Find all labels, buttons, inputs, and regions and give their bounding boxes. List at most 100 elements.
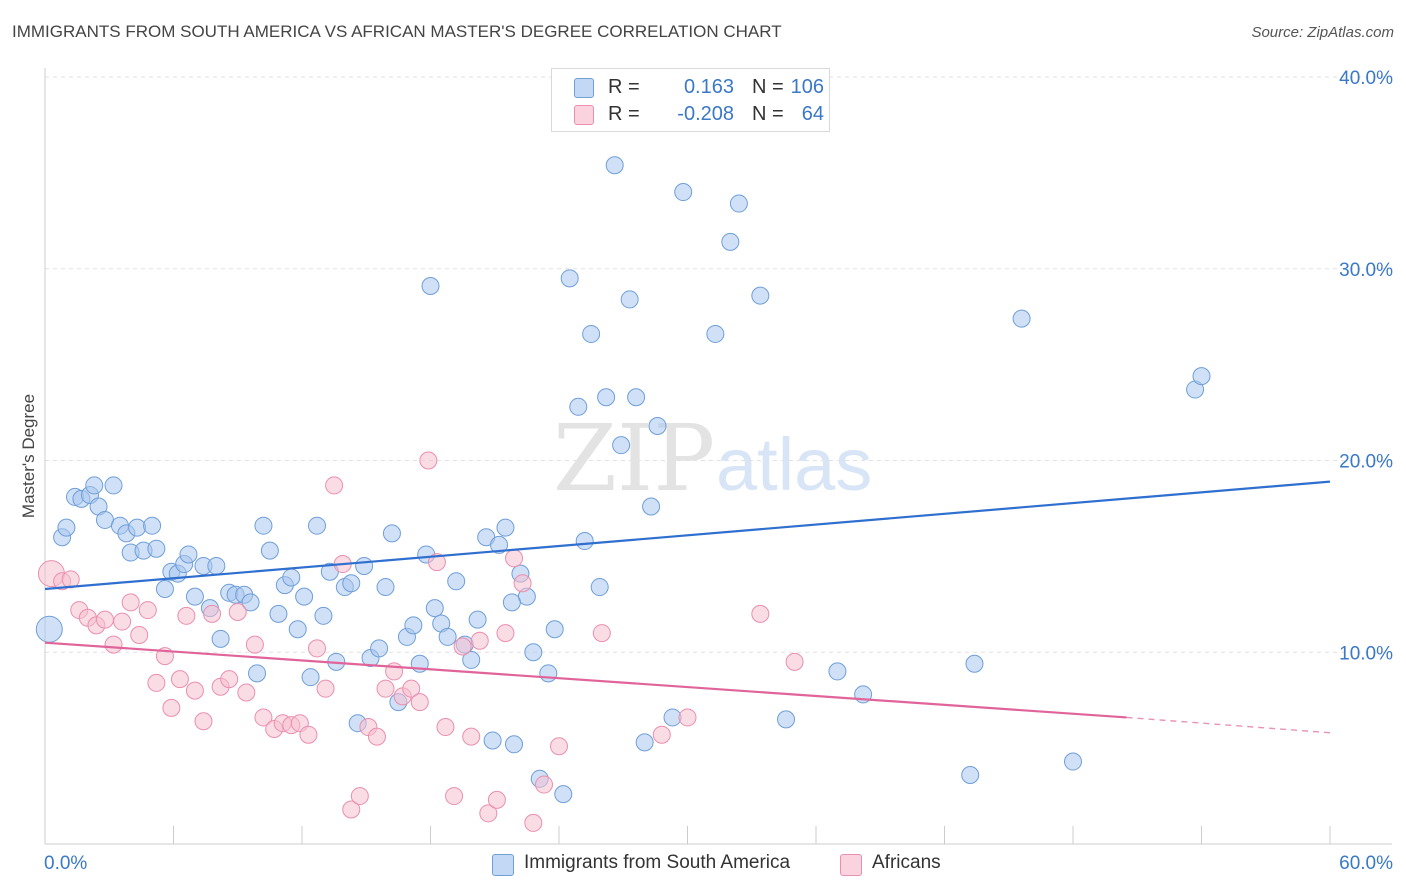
data-point [367, 727, 386, 746]
data-point [535, 775, 554, 794]
data-point [342, 800, 361, 819]
data-point [545, 620, 564, 639]
data-point [496, 624, 515, 643]
data-point [550, 737, 568, 756]
data-point [479, 804, 498, 823]
data-point [721, 232, 740, 251]
watermark-atlas: atlas [716, 423, 872, 506]
data-point [505, 735, 524, 754]
data-point [470, 631, 489, 650]
data-point [539, 664, 558, 683]
data-point [295, 587, 314, 606]
data-point [483, 731, 502, 750]
data-point [445, 787, 464, 806]
data-point [95, 510, 114, 529]
data-point [404, 616, 423, 635]
data-point [447, 572, 466, 591]
data-point [425, 599, 444, 618]
legend-swatch-blue [574, 78, 594, 98]
legend-r-value: 0.163 [683, 76, 734, 98]
data-point [524, 813, 543, 832]
data-point [35, 615, 63, 643]
bottom-legend-label: Africans [872, 852, 941, 873]
data-point [777, 710, 796, 729]
data-point [254, 708, 273, 727]
x-tick-labels: 0.0% 60.0% [44, 853, 1393, 874]
legend-n-value: 106 [790, 76, 824, 98]
data-point [1012, 309, 1031, 328]
data-point [207, 556, 226, 575]
data-point [436, 718, 455, 737]
data-point [575, 532, 594, 551]
data-point [490, 535, 509, 554]
data-point [487, 790, 506, 809]
data-point [513, 574, 532, 593]
data-point [138, 601, 157, 620]
trend-line-africans [44, 641, 1127, 719]
data-point [505, 549, 524, 568]
data-point [462, 650, 481, 669]
legend-r-label: R = [608, 76, 640, 98]
data-point [254, 516, 273, 535]
data-point [1192, 367, 1211, 386]
data-point [376, 578, 395, 597]
data-point [597, 388, 616, 407]
data-point [245, 635, 264, 654]
x-tick-label-min: 0.0% [44, 853, 87, 874]
y-tick-label: 30.0% [1339, 260, 1393, 281]
data-point [211, 629, 230, 648]
series-south-america-points [35, 156, 1211, 804]
y-tick-label: 40.0% [1339, 68, 1393, 89]
data-point [269, 604, 288, 623]
data-point [592, 624, 611, 643]
data-point [751, 604, 770, 623]
legend-swatch-pink [574, 105, 594, 125]
data-point [612, 436, 631, 455]
data-point [590, 578, 609, 597]
data-point [228, 602, 247, 621]
data-point [241, 593, 260, 612]
data-point [729, 194, 748, 213]
data-point [627, 388, 646, 407]
data-point [421, 277, 440, 296]
data-point [203, 604, 222, 623]
data-point [410, 693, 429, 712]
data-point [130, 625, 149, 644]
y-tick-label: 20.0% [1339, 452, 1393, 473]
data-point [678, 708, 697, 727]
data-point [569, 397, 588, 416]
data-point [370, 639, 389, 658]
data-point [299, 725, 318, 744]
data-point [965, 654, 984, 673]
data-point [248, 664, 267, 683]
data-point [828, 662, 847, 681]
data-point [663, 708, 682, 727]
trend-lines [44, 480, 1331, 734]
data-point [220, 670, 239, 689]
x-tick-marks [44, 826, 1331, 844]
data-point [453, 637, 472, 656]
legend-r-label: R = [608, 103, 640, 125]
trend-line-south-america [44, 480, 1331, 591]
data-point [162, 698, 181, 717]
data-point [427, 553, 446, 572]
data-point [402, 679, 421, 698]
y-tick-label: 10.0% [1339, 643, 1393, 664]
data-point [652, 725, 671, 744]
series-africans-points [37, 451, 804, 832]
data-point [104, 476, 123, 495]
data-point [961, 765, 980, 784]
y-axis-label: Master's Degree [19, 394, 38, 518]
data-point [177, 606, 196, 625]
data-point [314, 606, 333, 625]
data-point [179, 545, 198, 564]
data-point [194, 712, 213, 731]
data-point [104, 635, 123, 654]
y-tick-labels: 10.0% 20.0% 30.0% 40.0% [1339, 68, 1393, 664]
data-point [642, 497, 661, 516]
data-point [316, 679, 335, 698]
data-point [605, 156, 624, 175]
data-point [143, 516, 162, 535]
data-point [620, 290, 639, 309]
legend-n-value: 64 [801, 103, 824, 125]
